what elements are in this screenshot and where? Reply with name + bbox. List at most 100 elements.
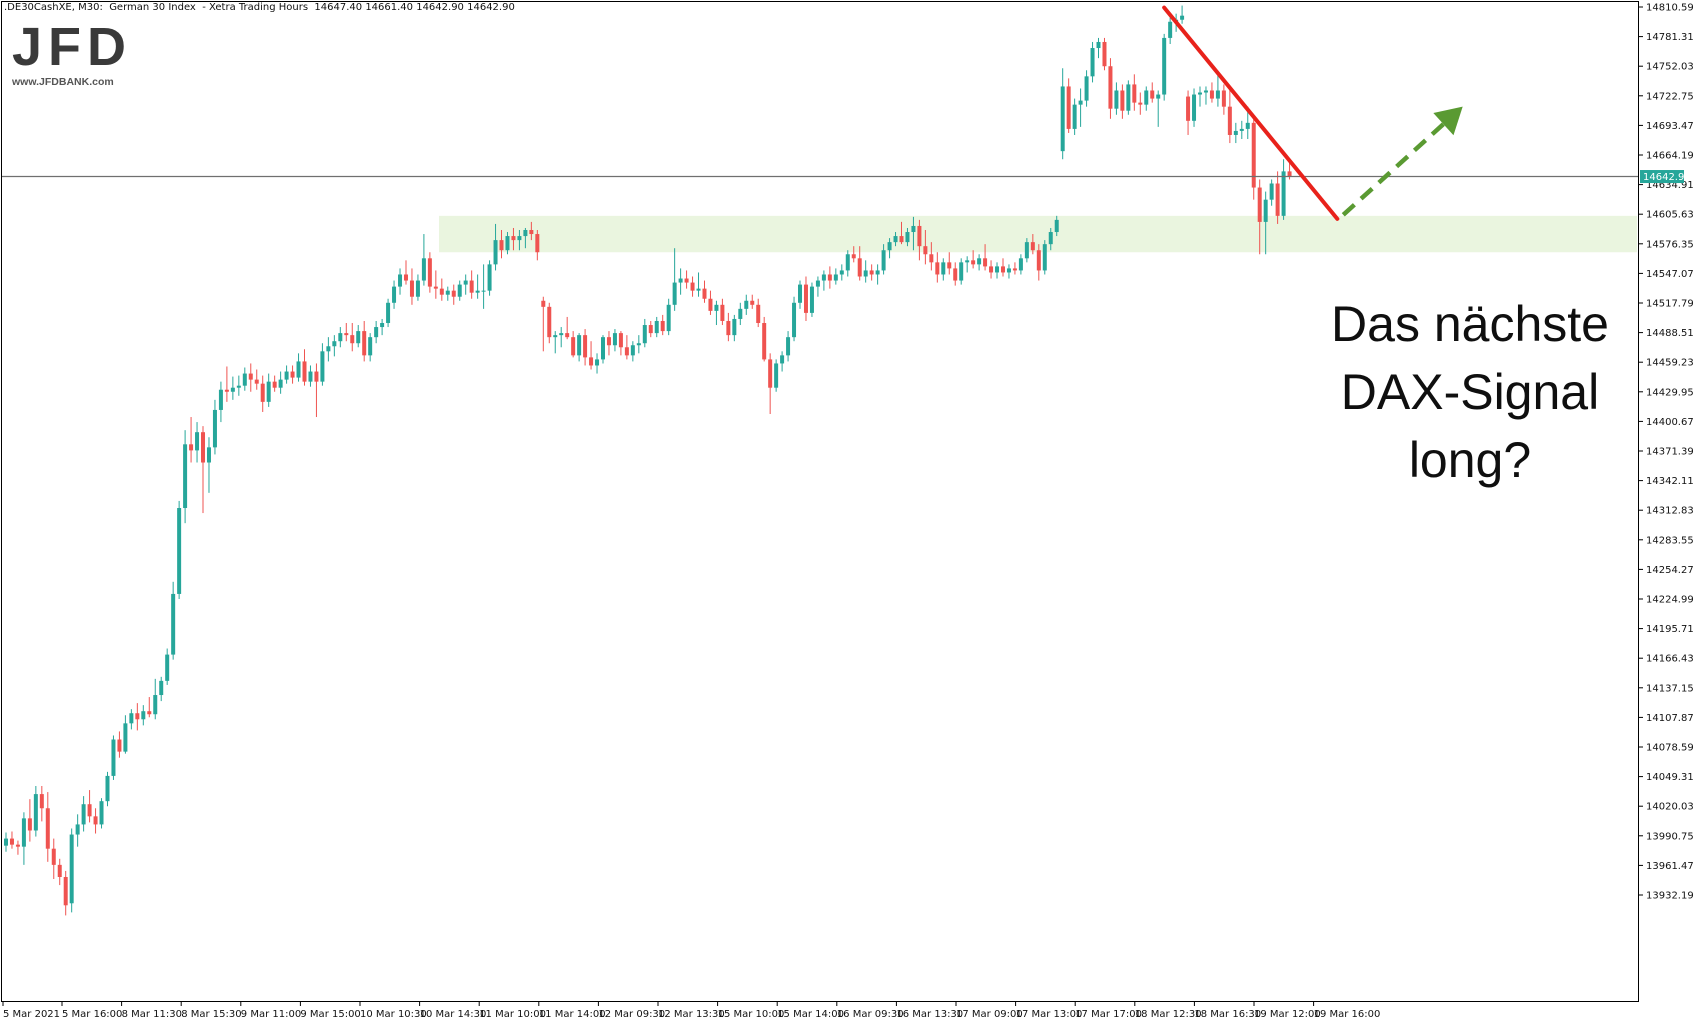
candle-bull	[308, 371, 313, 382]
candle-bear	[827, 274, 832, 281]
candle-bear	[971, 260, 976, 265]
y-tick-label: 14664.19	[1646, 151, 1693, 162]
candle-bull	[672, 282, 677, 305]
x-tick-label: 18 Mar 12:30	[1135, 1009, 1202, 1020]
candle-bull	[786, 337, 791, 356]
candle-bear	[1108, 66, 1113, 109]
x-tick-label: 16 Mar 09:30	[837, 1009, 904, 1020]
candle-bull	[654, 320, 659, 334]
candle-bull	[821, 274, 826, 281]
x-tick-label: 18 Mar 16:30	[1194, 1009, 1261, 1020]
candle-bull	[415, 280, 420, 297]
candle-bull	[445, 290, 450, 295]
annotation-line-2: DAX-Signal	[1340, 364, 1600, 420]
candle-bull	[123, 723, 128, 752]
candle-bull	[69, 834, 74, 904]
candle-bull	[1269, 183, 1274, 200]
candle-bull	[905, 232, 910, 243]
candle-bull	[678, 278, 683, 283]
y-tick-label: 14781.31	[1646, 32, 1693, 43]
y-tick-label: 14693.47	[1646, 121, 1693, 132]
candle-bear	[344, 333, 349, 336]
candle-bear	[147, 711, 152, 715]
candle-bear	[1275, 183, 1280, 216]
candle-bear	[702, 288, 707, 299]
candle-bull	[475, 290, 480, 293]
candle-bear	[499, 240, 504, 251]
candle-bull	[1168, 21, 1173, 38]
candle-bear	[1150, 90, 1155, 99]
candle-bull	[368, 337, 373, 356]
x-tick-label: 5 Mar 16:00	[62, 1009, 122, 1020]
candle-bull	[487, 264, 492, 291]
candle-bull	[1084, 76, 1089, 101]
x-tick-label: 17 Mar 09:00	[956, 1009, 1023, 1020]
logo-wordmark: JFD	[12, 17, 133, 77]
candle-bear	[803, 284, 808, 313]
x-tick-label: 16 Mar 13:30	[896, 1009, 963, 1020]
candle-bear	[1012, 268, 1017, 271]
candle-bear	[720, 304, 725, 321]
candle-bull	[1072, 104, 1077, 129]
candle-bear	[314, 371, 319, 382]
candle-bull	[392, 286, 397, 303]
candle-bear	[708, 298, 713, 311]
candle-bear	[189, 444, 194, 451]
y-tick-label: 14488.51	[1646, 328, 1693, 339]
candle-bull	[242, 373, 247, 386]
candle-bull	[863, 270, 868, 277]
candle-bull	[1018, 258, 1023, 271]
candle-bull	[1192, 94, 1197, 121]
instrument-name: German 30 Index	[109, 2, 196, 13]
candle-bear	[27, 818, 32, 831]
candle-bull	[553, 335, 558, 338]
candle-bear	[935, 262, 940, 275]
candle-bull	[995, 266, 1000, 273]
candle-bull	[230, 387, 235, 392]
candle-bull	[1096, 41, 1101, 49]
candle-bear	[409, 280, 414, 297]
candle-bear	[117, 739, 122, 752]
x-tick-label: 19 Mar 16:00	[1314, 1009, 1381, 1020]
x-tick-label: 12 Mar 09:30	[598, 1009, 665, 1020]
y-tick-label: 14312.83	[1646, 506, 1693, 517]
y-tick-label: 14400.67	[1646, 417, 1693, 428]
x-tick-label: 15 Mar 14:00	[777, 1009, 844, 1020]
y-tick-label: 14459.23	[1646, 358, 1693, 369]
candle-bull	[1114, 90, 1119, 109]
candle-bull	[815, 280, 820, 287]
candle-bear	[660, 320, 665, 332]
candle-bear	[135, 713, 140, 720]
x-tick-label: 11 Mar 14:00	[539, 1009, 606, 1020]
candle-bull	[732, 318, 737, 336]
y-tick-label: 14078.59	[1646, 743, 1693, 754]
candle-bull	[559, 333, 564, 336]
candle-bear	[254, 379, 259, 384]
logo-url: www.JFDBANK.com	[12, 76, 114, 88]
candle-bull	[893, 236, 898, 243]
candle-bull	[1263, 199, 1268, 222]
candle-bull	[1060, 86, 1065, 152]
x-tick-label: 19 Mar 12:00	[1254, 1009, 1321, 1020]
y-tick-label: 14810.59	[1646, 3, 1693, 14]
candle-bear	[290, 371, 295, 378]
resistance-zone	[439, 215, 1637, 253]
candle-bull	[595, 359, 600, 366]
candle-bear	[535, 234, 540, 253]
projection-arrow-head	[1433, 106, 1463, 136]
y-tick-label: 13932.19	[1646, 891, 1693, 902]
candle-bull	[81, 804, 86, 825]
candle-bear	[201, 432, 206, 463]
candle-bull	[386, 302, 391, 324]
y-tick-label: 14342.11	[1646, 476, 1693, 487]
candle-bear	[51, 848, 56, 865]
candle-bull	[141, 711, 146, 720]
candle-bear	[224, 389, 229, 392]
candle-bear	[1120, 90, 1125, 111]
candle-bull	[338, 333, 343, 342]
candle-bull	[236, 385, 241, 388]
candle-bull	[577, 335, 582, 356]
candle-bull	[111, 739, 116, 776]
candle-bear	[762, 323, 767, 360]
